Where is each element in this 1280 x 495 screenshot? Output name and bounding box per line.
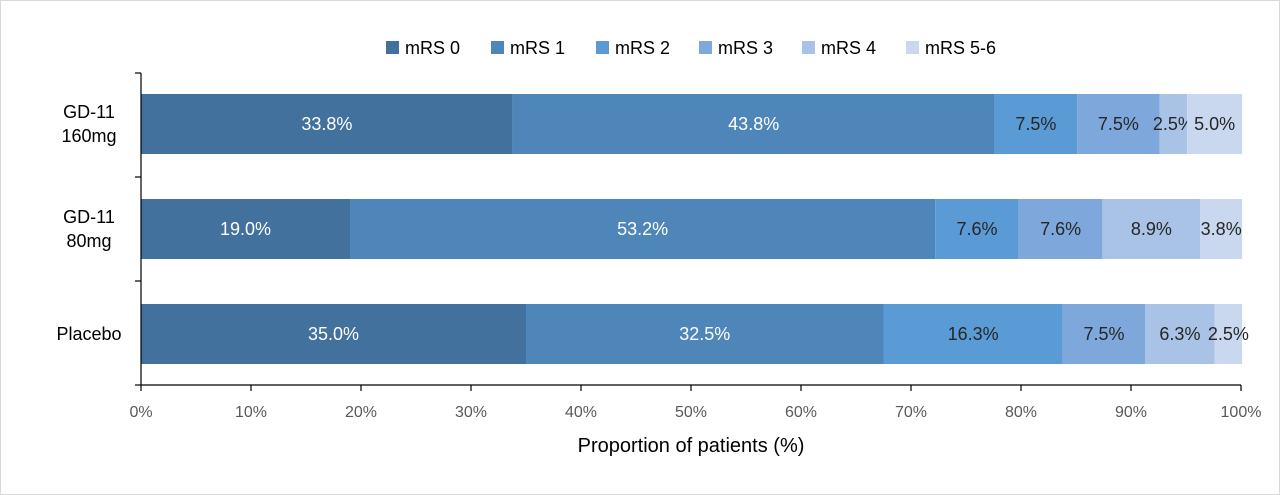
legend: mRS 0 mRS 1 mRS 2 mRS 3 mRS 4 mRS 5-6 (386, 38, 996, 58)
x-tick-label: 50% (675, 404, 707, 421)
x-tick-label: 40% (565, 404, 597, 421)
data-label: 43.8% (728, 114, 779, 134)
bar-segment (512, 94, 995, 154)
data-label: 2.5% (1153, 114, 1194, 134)
data-label: 35.0% (308, 324, 359, 344)
data-label: 7.5% (1084, 324, 1125, 344)
x-tick-label: 30% (455, 404, 487, 421)
x-ticks-group: 0% 10% 20% 30% 40% 50% 60% 70% 80% 90% 100% (129, 385, 1261, 421)
data-label: 53.2% (617, 219, 668, 239)
bar-segment (350, 199, 936, 259)
legend-label: mRS 1 (510, 38, 565, 58)
legend-swatch (802, 41, 815, 54)
bar-segment (141, 94, 513, 154)
legend-swatch (699, 41, 712, 54)
legend-swatch (491, 41, 504, 54)
x-tick-label: 80% (1005, 404, 1037, 421)
bar-segment (1102, 199, 1201, 259)
bar-segment (994, 94, 1078, 154)
bar-segment (1062, 304, 1146, 364)
data-label: 7.5% (1098, 114, 1139, 134)
x-tick-label: 60% (785, 404, 817, 421)
bar-segment (1077, 94, 1160, 154)
data-label: 2.5% (1208, 324, 1249, 344)
category-label: Placebo (56, 324, 121, 344)
data-label: 3.8% (1201, 219, 1242, 239)
bar-segment (883, 304, 1063, 364)
data-label: 32.5% (679, 324, 730, 344)
x-tick-label: 0% (129, 404, 152, 421)
bars-group: 33.8% 43.8% 7.5% 7.5% 2.5% 5.0%19.0% 53.2% 7.6%… (141, 94, 1249, 364)
x-tick-label: 10% (235, 404, 267, 421)
x-tick-label: 100% (1221, 404, 1262, 421)
data-label: 6.3% (1159, 324, 1200, 344)
bar-segment (1145, 304, 1215, 364)
legend-swatch (386, 41, 399, 54)
data-label: 5.0% (1194, 114, 1235, 134)
legend-swatch (596, 41, 609, 54)
x-tick-label: 70% (895, 404, 927, 421)
data-label: 8.9% (1131, 219, 1172, 239)
legend-swatch (906, 41, 919, 54)
data-label: 7.6% (1040, 219, 1081, 239)
category-labels-group: GD-11 160mg GD-11 80mg Placebo (56, 102, 121, 344)
x-tick-label: 90% (1115, 404, 1147, 421)
data-label: 7.6% (956, 219, 997, 239)
legend-label: mRS 2 (615, 38, 670, 58)
bar-segment (526, 304, 884, 364)
category-label: GD-11 (63, 102, 115, 122)
data-label: 16.3% (948, 324, 999, 344)
bar-segment (935, 199, 1019, 259)
legend-label: mRS 3 (718, 38, 773, 58)
category-label: GD-11 (63, 207, 115, 227)
bar-segment (1214, 304, 1243, 364)
bar-segment (1200, 199, 1243, 259)
legend-label: mRS 4 (821, 38, 876, 58)
category-label: 160mg (61, 126, 116, 146)
data-label: 33.8% (301, 114, 352, 134)
bar-segment (141, 199, 350, 259)
bar-segment (1187, 94, 1243, 154)
bar-segment (1159, 94, 1188, 154)
x-axis-title: Proportion of patients (%) (578, 435, 805, 457)
bar-segment (1018, 199, 1103, 259)
legend-label: mRS 5-6 (925, 38, 996, 58)
data-label: 19.0% (220, 219, 271, 239)
bar-segment (141, 304, 526, 364)
x-tick-label: 20% (345, 404, 377, 421)
category-label: 80mg (66, 231, 111, 251)
data-label: 7.5% (1015, 114, 1056, 134)
legend-label: mRS 0 (405, 38, 460, 58)
